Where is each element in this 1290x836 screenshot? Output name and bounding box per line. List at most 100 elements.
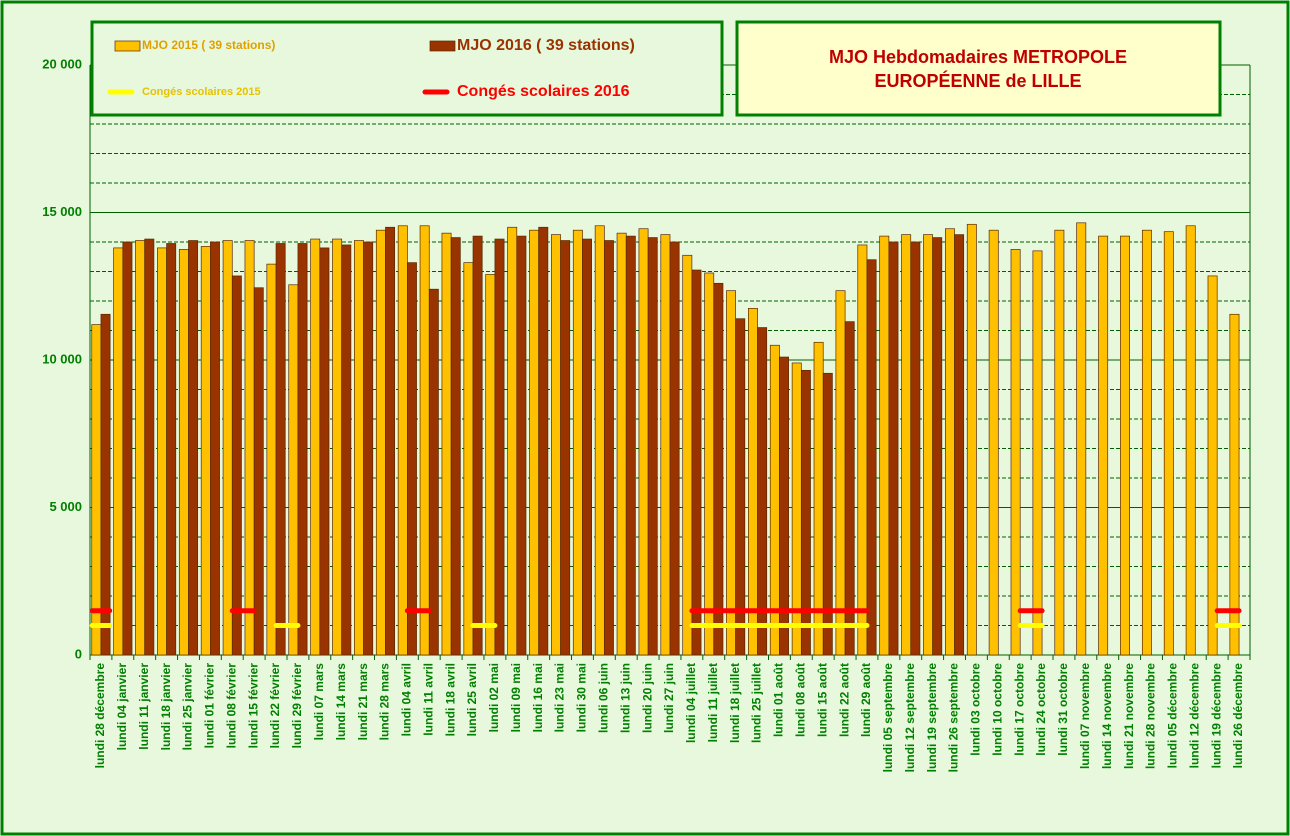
bar: [560, 240, 571, 656]
x-tick-label: lundi 28 novembre: [1144, 663, 1158, 769]
y-tick-label: 5 000: [49, 499, 82, 514]
bar: [1229, 313, 1240, 656]
x-tick-label: lundi 24 octobre: [1034, 663, 1048, 756]
x-tick-label: lundi 04 avril: [400, 663, 414, 736]
x-tick-label: lundi 06 juin: [597, 663, 611, 733]
bar: [354, 240, 364, 656]
y-tick-label: 20 000: [42, 56, 82, 71]
bar: [297, 243, 308, 656]
bar: [397, 225, 408, 656]
bar: [1076, 222, 1087, 656]
bar: [375, 229, 386, 656]
bar: [682, 254, 693, 656]
bar: [669, 241, 680, 656]
bar: [713, 282, 724, 656]
chart-title: MJO Hebdomadaires METROPOLE: [829, 47, 1127, 67]
bar: [779, 356, 789, 656]
bar: [529, 229, 540, 656]
legend-swatch: [429, 40, 456, 52]
legend: MJO 2015 ( 39 stations) MJO 2016 ( 39 sta…: [107, 37, 635, 100]
legend-label: MJO 2015 ( 39 stations): [142, 38, 275, 52]
x-tick-label: lundi 27 juin: [662, 663, 676, 733]
bar: [100, 313, 111, 656]
bar: [275, 243, 286, 656]
bar: [988, 229, 999, 656]
x-tick-label: lundi 26 septembre: [947, 663, 961, 773]
bar: [288, 284, 299, 656]
bar: [910, 241, 921, 656]
x-tick-label: lundi 13 juin: [618, 663, 632, 733]
bar: [310, 238, 321, 656]
bar: [660, 234, 671, 656]
chart-title: EUROPÉENNE de LILLE: [874, 70, 1081, 91]
x-tick-label: lundi 12 septembre: [903, 663, 917, 773]
bar: [1120, 235, 1130, 656]
bar: [857, 244, 868, 656]
x-tick-label: lundi 04 janvier: [115, 663, 129, 751]
bar: [450, 237, 461, 656]
bar: [385, 226, 396, 656]
bar: [516, 235, 527, 656]
bar: [494, 238, 505, 656]
bar: [572, 229, 583, 656]
bar: [1185, 225, 1196, 656]
bar: [113, 247, 124, 656]
x-tick-label: lundi 29 février: [290, 663, 304, 749]
bar: [1207, 275, 1218, 656]
bar: [332, 238, 343, 656]
bar: [253, 287, 264, 656]
x-tick-label: lundi 14 mars: [334, 663, 348, 741]
bar: [91, 324, 102, 656]
legend-label: Congés scolaires 2015: [142, 86, 261, 98]
x-tick-label: lundi 01 février: [203, 663, 217, 749]
x-tick-label: lundi 11 janvier: [137, 663, 151, 750]
x-tick-label: lundi 03 octobre: [969, 663, 983, 756]
bar: [888, 241, 899, 656]
bar: [844, 321, 855, 656]
bar: [419, 225, 430, 656]
bar: [135, 240, 146, 656]
x-tick-label: lundi 21 mars: [356, 663, 370, 741]
bar: [1032, 250, 1043, 656]
bar: [748, 308, 758, 656]
bar: [647, 237, 658, 656]
x-tick-label: lundi 25 avril: [465, 663, 479, 736]
x-tick-label: lundi 14 novembre: [1100, 663, 1114, 769]
x-tick-label: lundi 08 février: [224, 663, 238, 749]
bar: [1098, 235, 1109, 656]
y-tick-label: 10 000: [42, 351, 82, 366]
bar: [594, 225, 605, 656]
bar: [866, 259, 877, 656]
bar: [157, 247, 167, 656]
x-tick-label: lundi 28 décembre: [93, 663, 107, 769]
x-tick-label: lundi 11 avril: [421, 663, 435, 736]
bar: [363, 241, 374, 656]
bar: [800, 369, 811, 656]
x-tick-label: lundi 28 mars: [378, 663, 392, 741]
bar: [638, 228, 649, 656]
y-tick-label: 0: [75, 646, 82, 661]
x-tick-label: lundi 15 août: [815, 663, 829, 737]
legend-label: Congés scolaires 2016: [457, 83, 630, 100]
x-tick-label: lundi 05 septembre: [881, 663, 895, 773]
bar: [178, 249, 189, 656]
x-tick-label: lundi 01 août: [772, 663, 786, 737]
bar: [210, 241, 220, 656]
bar: [966, 223, 977, 656]
bar: [735, 318, 746, 656]
x-tick-label: lundi 17 octobre: [1012, 663, 1026, 756]
legend-box: [90, 20, 724, 117]
x-tick-label: lundi 18 janvier: [159, 663, 173, 751]
bar: [704, 272, 715, 656]
bar: [341, 244, 352, 656]
x-tick-label: lundi 21 novembre: [1122, 663, 1136, 769]
bar: [485, 274, 496, 656]
bar: [1010, 249, 1021, 656]
x-tick-label: lundi 25 janvier: [181, 663, 195, 751]
x-tick-label: lundi 20 juin: [640, 663, 654, 733]
bar: [551, 234, 561, 656]
x-tick-label: lundi 09 mai: [509, 663, 523, 732]
bar: [200, 246, 211, 656]
bar: [954, 234, 965, 656]
bar: [944, 228, 955, 656]
